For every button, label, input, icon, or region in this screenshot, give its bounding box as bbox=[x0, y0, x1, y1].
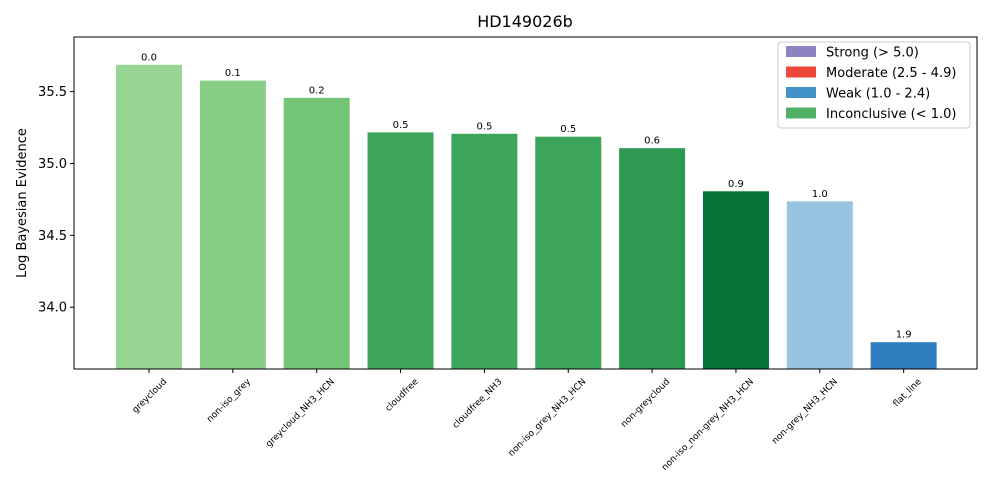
x-tick-label: non-iso_grey_NH3_HCN bbox=[507, 377, 589, 459]
legend-entry-label: Inconclusive (< 1.0) bbox=[826, 107, 956, 122]
bar-value-label: 0.0 bbox=[141, 52, 157, 63]
bar-value-label: 1.9 bbox=[896, 330, 912, 341]
bar-value-label: 1.0 bbox=[812, 189, 828, 200]
x-tick-label: greycloud bbox=[131, 377, 170, 416]
legend-entry-label: Weak (1.0 - 2.4) bbox=[826, 87, 930, 102]
x-ticks-group: greycloud non-iso_grey greycloud_NH3_HCN cl… bbox=[131, 369, 924, 473]
bars-group bbox=[115, 63, 938, 370]
bar-value-label: 0.1 bbox=[225, 68, 241, 79]
bar-non-iso_non-grey_NH3_HCN bbox=[701, 190, 770, 370]
x-tick-label: greycloud_NH3_HCN bbox=[264, 377, 336, 449]
x-tick-label: non-iso_grey bbox=[205, 377, 253, 425]
x-tick-label: cloudfree bbox=[384, 377, 421, 414]
chart-title: HD149026b bbox=[477, 12, 573, 31]
x-tick-label: cloudfree_NH3 bbox=[451, 377, 505, 431]
bar-non-greycloud bbox=[618, 147, 687, 370]
bar-value-label: 0.5 bbox=[393, 120, 409, 131]
y-tick-label: 34.5 bbox=[38, 229, 67, 244]
bar-greycloud_NH3_HCN bbox=[282, 96, 351, 370]
legend-entry-label: Moderate (2.5 - 4.9) bbox=[826, 66, 956, 81]
y-axis-label: Log Bayesian Evidence bbox=[15, 128, 30, 278]
y-tick-label: 34.0 bbox=[38, 301, 67, 316]
y-tick-label: 35.0 bbox=[38, 157, 67, 172]
y-ticks-group: 34.0 34.5 35.0 35.5 bbox=[38, 85, 74, 316]
bar-non-iso_grey bbox=[198, 79, 267, 370]
bar-cloudfree_NH3 bbox=[450, 132, 519, 370]
y-tick-label: 35.5 bbox=[38, 85, 67, 100]
x-tick-label: non-iso_non-grey_NH3_HCN bbox=[660, 377, 756, 473]
bar-greycloud bbox=[115, 63, 183, 370]
legend-swatch bbox=[786, 87, 816, 98]
x-tick-label: non-greycloud bbox=[619, 377, 672, 430]
bar-non-iso_grey_NH3_HCN bbox=[534, 135, 603, 370]
legend: Strong (> 5.0) Moderate (2.5 - 4.9) Weak (… bbox=[777, 41, 971, 129]
bar-value-label: 0.9 bbox=[728, 179, 744, 190]
x-tick-label: flat_line bbox=[892, 377, 924, 409]
bar-flat_line bbox=[869, 341, 938, 370]
bar-value-label: 0.5 bbox=[476, 121, 492, 132]
legend-entry-label: Strong (> 5.0) bbox=[826, 46, 919, 61]
bar-labels-group: 0.0 0.1 0.2 0.5 0.5 0.5 0.6 0.9 1.0 1.9 bbox=[141, 52, 912, 340]
plot-area-frame bbox=[73, 36, 978, 370]
bar-value-label: 0.5 bbox=[560, 124, 576, 135]
legend-box bbox=[777, 41, 971, 129]
legend-swatch bbox=[786, 66, 816, 78]
legend-swatch bbox=[786, 107, 816, 119]
bar-cloudfree bbox=[366, 131, 435, 370]
x-tick-label: non-grey_NH3_HCN bbox=[770, 377, 839, 446]
legend-swatch bbox=[786, 46, 816, 57]
bar-value-label: 0.6 bbox=[644, 136, 660, 147]
bar-non-grey_NH3_HCN bbox=[785, 200, 854, 370]
bar-value-label: 0.2 bbox=[309, 85, 325, 96]
